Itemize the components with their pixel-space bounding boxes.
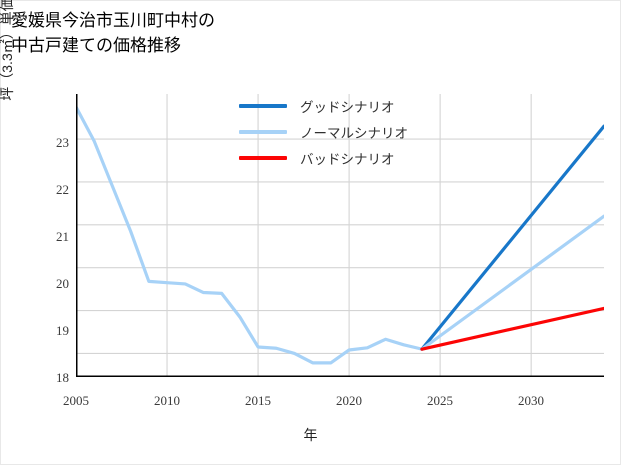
legend-label-bad: バッドシナリオ [300,152,395,167]
legend-item-good[interactable]: グッドシナリオ [239,93,459,119]
x-tick-label: 2020 [336,393,362,408]
legend-swatch-good [239,104,287,108]
x-tick-label: 2015 [245,393,271,408]
legend-item-bad[interactable]: バッドシナリオ [239,145,459,171]
y-tick-label: 21 [56,229,69,244]
legend-label-good: グッドシナリオ [300,100,395,115]
legend-item-normal[interactable]: ノーマルシナリオ [239,119,459,145]
x-tick-label: 2010 [154,393,180,408]
page-title: 愛媛県今治市玉川町中村の 中古戸建ての価格推移 [11,11,215,55]
y-tick-label: 23 [56,135,69,150]
legend-label-normal: ノーマルシナリオ [300,126,408,141]
x-tick-label: 2030 [518,393,544,408]
x-axis-label: 年 [303,427,318,443]
y-tick-label: 19 [56,323,69,338]
legend-swatch-bad [239,156,287,160]
x-tick-label: 2005 [63,393,89,408]
legend: グッドシナリオ ノーマルシナリオ バッドシナリオ [239,93,459,171]
gridlines [76,94,604,377]
data-series-layer [76,105,604,365]
series-line [420,214,604,351]
series-line [420,124,604,351]
series-line [420,306,604,351]
legend-swatch-normal [239,130,287,134]
y-axis-label: 坪（3.3㎡）単価（万円） [0,0,15,101]
x-tick-label: 2025 [427,393,453,408]
y-tick-label: 18 [56,370,69,385]
plot-area [76,94,604,377]
y-tick-label: 20 [56,276,69,291]
y-tick-label: 22 [56,182,69,197]
series-line [76,105,424,365]
